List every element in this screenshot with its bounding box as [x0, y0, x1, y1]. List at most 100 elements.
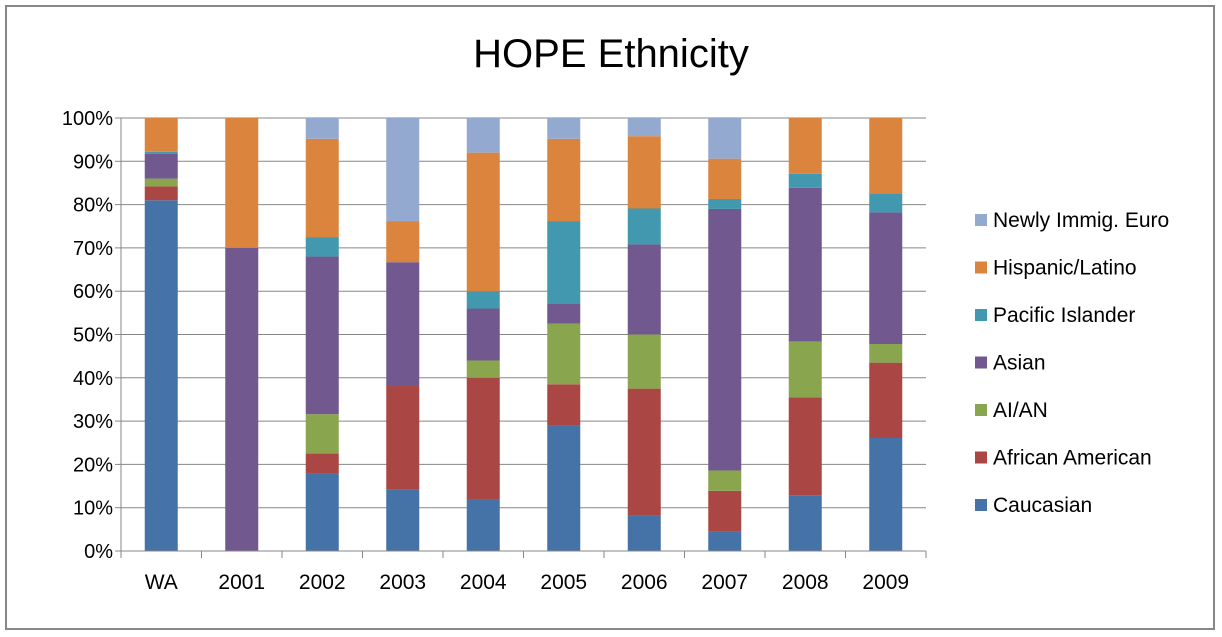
bar-segment-ai-an [144, 178, 178, 187]
legend-swatch [975, 309, 987, 321]
bar-segment-caucasian [305, 473, 339, 551]
bar-segment-pacific-islander [144, 151, 178, 154]
legend-label: Newly Immig. Euro [993, 209, 1169, 232]
bar-segment-pacific-islander [466, 291, 500, 309]
y-tick-label: 50% [73, 325, 113, 347]
bar-segment-ai-an [869, 344, 903, 363]
legend-swatch [975, 451, 987, 464]
legend-label: Hispanic/Latino [993, 257, 1137, 280]
bar-segment-hispanic-latino [305, 138, 339, 238]
bar-segment-hispanic-latino [466, 152, 500, 292]
bar-segment-pacific-islander [869, 193, 903, 213]
x-tick-label: 2009 [862, 571, 909, 594]
x-tick-label: 2004 [460, 571, 507, 594]
y-tick-label: 30% [73, 411, 113, 433]
bar-segment-african-american [386, 386, 420, 490]
bar-segment-african-american [466, 377, 500, 500]
bar-segment-asian [869, 212, 903, 345]
y-tick-label: 40% [73, 368, 113, 390]
bar-segment-african-american [627, 388, 661, 516]
legend: Newly Immig. Euro Hispanic/Latino Pacific … [975, 209, 1169, 517]
bar-segment-newly-immig-euro [547, 118, 581, 139]
bar-segment-pacific-islander [305, 237, 339, 257]
y-tick-label: 20% [73, 454, 113, 476]
x-tick-label: 2002 [299, 571, 346, 594]
x-tick-label: WA [145, 571, 178, 594]
legend-label: Pacific Islander [993, 304, 1135, 327]
bar-segment-hispanic-latino [627, 136, 661, 209]
y-tick-label: 100% [62, 108, 113, 130]
bar-segment-caucasian [144, 200, 178, 551]
x-tick-label: 2001 [218, 571, 265, 594]
bar-segment-asian [708, 208, 742, 471]
legend-swatch [975, 214, 987, 226]
bar-segment-caucasian [547, 425, 581, 551]
bar-segment-african-american [708, 490, 742, 532]
bar-segment-ai-an [547, 323, 581, 385]
bar-segment-newly-immig-euro [305, 118, 339, 139]
bar-segment-ai-an [708, 470, 742, 491]
bar-segment-newly-immig-euro [708, 118, 742, 159]
bar-segment-caucasian [788, 495, 822, 551]
legend-label: African American [993, 447, 1152, 470]
chart-area [5, 5, 1215, 630]
x-tick-label: 2008 [782, 571, 829, 594]
bar-segment-asian [305, 256, 339, 415]
bar-segment-hispanic-latino [386, 221, 420, 263]
bar-segment-pacific-islander [627, 208, 661, 245]
bar-segment-hispanic-latino [547, 138, 581, 222]
legend-swatch [975, 499, 987, 511]
legend-label: AI/AN [993, 399, 1048, 422]
bar-segment-hispanic-latino [708, 158, 742, 199]
bar-segment-asian [627, 244, 661, 335]
bar-segment-asian [225, 247, 259, 551]
y-tick-label: 70% [73, 238, 113, 260]
legend-label: Asian [993, 352, 1046, 375]
bar-segment-asian [466, 308, 500, 361]
bar-segment-caucasian [386, 489, 420, 551]
legend-swatch [975, 261, 987, 274]
y-tick-label: 90% [73, 151, 113, 173]
axes: 0% 10% 20% 30% 40% 50% 60% 70% 80% 90% 100% WA 2001 2… [62, 108, 927, 594]
legend-swatch [975, 404, 987, 416]
bar-segment-hispanic-latino [144, 118, 178, 152]
bar-segment-ai-an [466, 360, 500, 378]
bar-segment-pacific-islander [788, 173, 822, 188]
legend-swatch [975, 356, 987, 369]
x-tick-label: 2006 [621, 571, 668, 594]
y-tick-label: 0% [84, 541, 113, 563]
x-tick-label: 2005 [540, 571, 587, 594]
bar-segment-pacific-islander [708, 198, 742, 209]
legend-label: Caucasian [993, 494, 1092, 517]
bar-segment-asian [788, 187, 822, 342]
bar-segment-newly-immig-euro [627, 118, 661, 137]
bar-segment-caucasian [708, 531, 742, 551]
bar-segment-african-american [788, 397, 822, 496]
x-tick-label: 2003 [379, 571, 426, 594]
bar-segment-hispanic-latino [869, 118, 903, 194]
bar-segment-newly-immig-euro [386, 118, 420, 222]
bar-segment-caucasian [466, 499, 500, 551]
x-tick-label: 2007 [701, 571, 748, 594]
bar-segment-asian [547, 303, 581, 324]
bar-segment-newly-immig-euro [466, 118, 500, 153]
y-tick-label: 10% [73, 498, 113, 520]
bar-segment-african-american [305, 453, 339, 474]
y-tick-label: 80% [73, 195, 113, 217]
bar-segment-african-american [144, 186, 178, 201]
bar-segment-ai-an [305, 414, 339, 454]
chart-title: HOPE Ethnicity [473, 32, 749, 76]
bar-segment-african-american [547, 384, 581, 426]
bars [144, 118, 903, 551]
bar-segment-asian [386, 262, 420, 387]
bar-segment-ai-an [627, 334, 661, 389]
bar-segment-hispanic-latino [788, 118, 822, 174]
bar-segment-caucasian [627, 515, 661, 551]
y-tick-label: 60% [73, 281, 113, 303]
bar-segment-caucasian [869, 437, 903, 551]
bar-segment-pacific-islander [547, 221, 581, 304]
bar-segment-hispanic-latino [225, 118, 259, 248]
bar-segment-asian [144, 153, 178, 179]
bar-segment-ai-an [788, 341, 822, 398]
